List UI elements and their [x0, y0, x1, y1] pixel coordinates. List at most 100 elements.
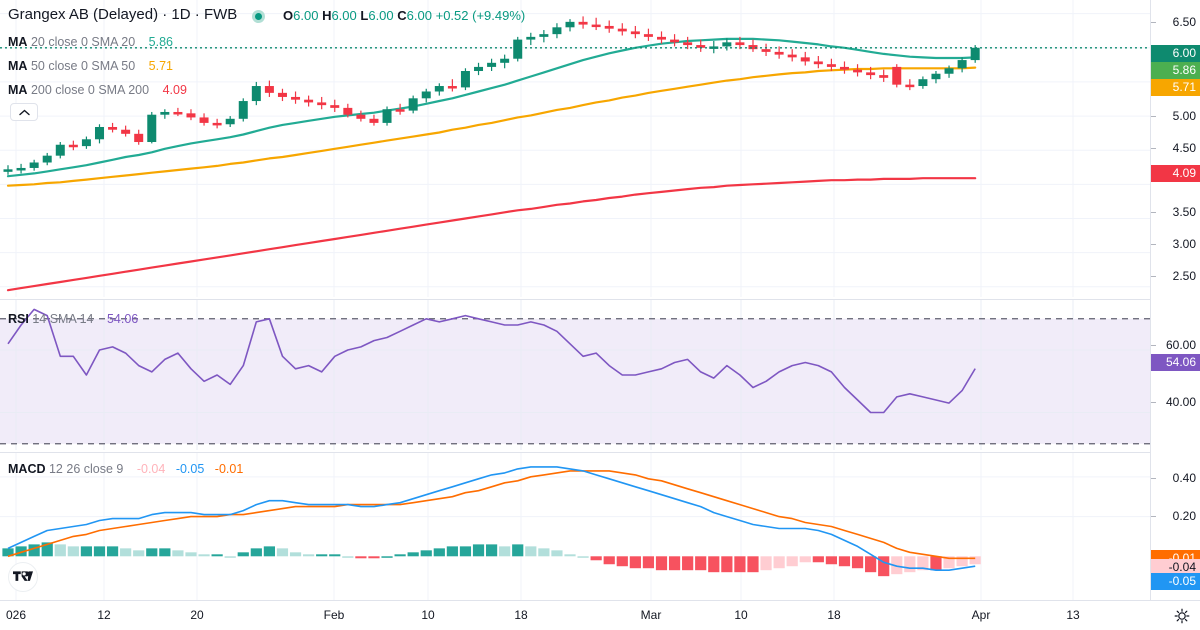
macd-line-value: -0.05 [175, 462, 205, 476]
macd-histogram-bar [616, 556, 628, 567]
legend-separator-1: · [162, 6, 168, 23]
candle [787, 49, 797, 62]
price-badge-ma200[interactable]: 4.09 [1151, 165, 1200, 182]
candle-body [343, 107, 353, 115]
ma200-legend[interactable]: MA 200 close 0 SMA 200 4.09 [8, 83, 187, 97]
symbol-legend[interactable]: Grangex AB (Delayed) · 1D · FWB [8, 6, 237, 23]
ma20-name: MA [8, 35, 28, 49]
macd-histogram-bar [93, 546, 106, 557]
macd-histogram-bar [263, 546, 275, 557]
macd-histogram-bar [747, 556, 759, 573]
candle [356, 110, 366, 122]
rsi-legend[interactable]: RSI 14 SMA 14 54.06 [8, 312, 138, 326]
candle [212, 118, 222, 129]
collapse-legend-button[interactable] [10, 103, 38, 121]
macd-histogram-bar [41, 542, 53, 557]
price-badge-ma20[interactable]: 5.86 [1151, 62, 1200, 79]
ma50-legend[interactable]: MA 50 close 0 SMA 50 5.71 [8, 59, 173, 73]
rsi-badge-value[interactable]: 54.06 [1151, 354, 1200, 371]
candle [617, 23, 627, 36]
price-badge-last[interactable]: 6.00 [1151, 45, 1200, 62]
candle [944, 65, 954, 78]
macd-histogram-bar [525, 546, 537, 557]
macd-badge-macd[interactable]: -0.05 [1151, 573, 1200, 590]
time-axis[interactable]: 026 12 20 Feb 10 18 Mar 10 18 Apr 13 [0, 600, 1200, 630]
candle-body [474, 66, 484, 72]
macd-histogram-bar [603, 556, 615, 565]
candle [3, 165, 13, 175]
macd-histogram-bar [459, 546, 472, 557]
candle-body [513, 39, 523, 59]
gear-icon[interactable] [1174, 608, 1190, 624]
candle [487, 58, 497, 72]
price-axis-tick-mark [1151, 116, 1156, 117]
candle-body [421, 91, 431, 99]
rsi-line [7, 308, 976, 414]
candle [264, 80, 274, 97]
price-badge-ma50[interactable]: 5.71 [1151, 79, 1200, 96]
candle [774, 46, 784, 59]
candle [604, 20, 614, 33]
candle [460, 68, 470, 91]
ma20-legend[interactable]: MA 20 close 0 SMA 20 5.86 [8, 35, 173, 49]
time-axis-tick: 10 [734, 608, 748, 622]
candle-body [604, 25, 614, 29]
macd-histogram-bar [564, 554, 576, 557]
candle [826, 58, 836, 72]
price-axis-tick-mark [1151, 22, 1156, 23]
macd-badge-hist[interactable]: -0.04 [1151, 559, 1200, 576]
price-pane[interactable] [0, 0, 1150, 297]
candle [186, 109, 196, 121]
candle-body [970, 47, 980, 61]
candle [709, 40, 719, 54]
candle [160, 109, 170, 119]
candle-body [3, 169, 13, 172]
macd-histogram-bar [250, 548, 262, 557]
candle-body [866, 72, 876, 76]
price-change: +0.52 [435, 8, 469, 23]
candle [121, 125, 131, 137]
chart-interval[interactable]: 1D [171, 6, 191, 23]
ohlc-low-label: L [360, 8, 369, 23]
candle-body [55, 144, 65, 156]
macd-histogram-bar [904, 556, 916, 573]
candle-body [487, 62, 497, 67]
candle-body [147, 114, 157, 143]
price-axis-tick: 5.00 [1172, 109, 1196, 123]
candle [238, 98, 248, 122]
candle-body [369, 118, 379, 123]
macd-histogram-bar [642, 556, 655, 569]
candle-body [94, 126, 104, 140]
candle-body [670, 39, 680, 43]
macd-histogram-bar [538, 548, 550, 557]
rsi-pane[interactable] [0, 300, 1150, 450]
price-axis-tick-mark [1151, 212, 1156, 213]
price-plot [0, 0, 1150, 297]
ma200-params: 200 close 0 SMA 200 [30, 83, 150, 97]
candle-body [356, 114, 366, 119]
price-axis[interactable]: 6.50 5.00 4.50 3.50 3.00 2.50 6.00 5.86 5.71 4.09… [1150, 0, 1200, 600]
candle [800, 51, 810, 66]
candle [369, 114, 379, 126]
candle-body [905, 84, 915, 88]
candle-body [42, 155, 52, 163]
candle [931, 71, 941, 84]
candle-body [800, 57, 810, 62]
macd-pane[interactable] [0, 453, 1150, 600]
macd-histogram-bar [54, 544, 66, 557]
macd-histogram-bar [133, 550, 145, 557]
candle-body [565, 21, 575, 28]
macd-histogram-bar [224, 556, 236, 558]
candle [225, 116, 235, 127]
candle-body [29, 162, 39, 168]
tradingview-logo[interactable] [8, 562, 38, 592]
candle-body [578, 21, 588, 25]
candle-body [931, 73, 941, 80]
candle-body [709, 46, 719, 49]
candle-body [212, 122, 222, 126]
macd-histogram-bar [172, 550, 184, 557]
candle [395, 103, 405, 115]
candle-body [447, 86, 457, 89]
macd-histogram-bar [485, 544, 498, 557]
macd-legend[interactable]: MACD 12 26 close 9 -0.04 -0.05 -0.01 [8, 462, 243, 476]
